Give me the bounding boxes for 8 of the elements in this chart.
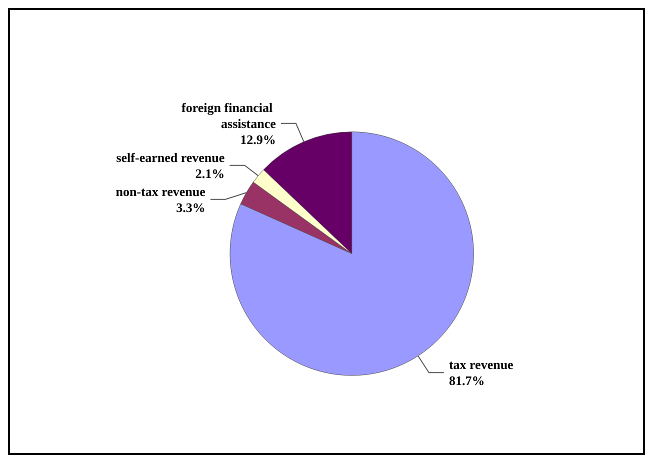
slice-label: tax revenue: [448, 357, 514, 372]
data-label: 2.1%: [195, 166, 225, 181]
slice-label: non-tax revenue: [116, 184, 206, 199]
data-label: 12.9%: [240, 132, 276, 147]
slice-label: foreign financial assistance: [182, 100, 276, 131]
data-label: 3.3%: [176, 200, 206, 215]
data-label: 81.7%: [448, 373, 485, 388]
slice-label: self-earned revenue: [116, 150, 225, 165]
